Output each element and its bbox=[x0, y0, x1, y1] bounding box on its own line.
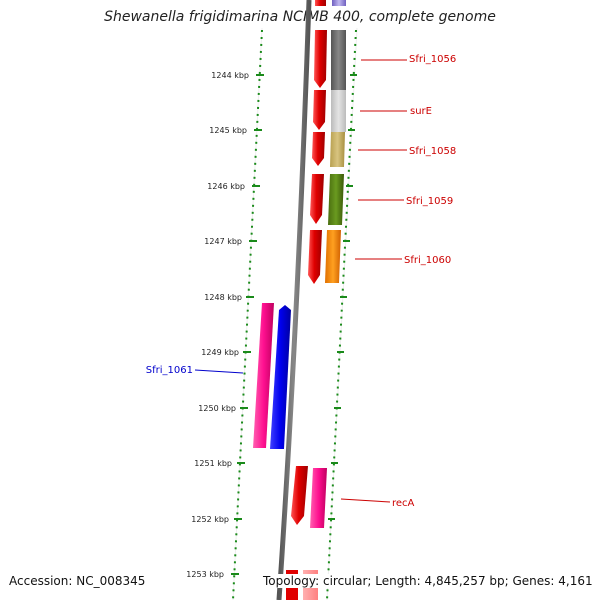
gene-sfri-1061[interactable] bbox=[270, 305, 291, 449]
kbp-label: 1245 kbp bbox=[209, 126, 247, 135]
kbp-label: 1249 kbp bbox=[201, 348, 239, 357]
label-connectors bbox=[194, 59, 407, 503]
gene-sfri-1058-cds[interactable] bbox=[312, 132, 325, 166]
label-sfri-1058[interactable]: Sfri_1058 bbox=[409, 146, 456, 157]
accession-text: Accession: NC_008345 bbox=[9, 574, 150, 588]
gene-sfri-1060[interactable] bbox=[325, 230, 341, 283]
kbp-label: 1246 kbp bbox=[207, 182, 245, 191]
gene-sfri-1058[interactable] bbox=[330, 132, 345, 167]
label-sfri-1060[interactable]: Sfri_1060 bbox=[404, 255, 451, 266]
kbp-label: 1248 kbp bbox=[204, 293, 242, 302]
gene-sfri-1059-cds[interactable] bbox=[310, 174, 324, 224]
gene-sfri-1061-cds[interactable] bbox=[253, 303, 274, 448]
gene-reca-cds[interactable] bbox=[291, 466, 308, 525]
kbp-label: 1244 kbp bbox=[211, 71, 249, 80]
gene-sure-cds[interactable] bbox=[313, 90, 326, 130]
kbp-label: 1253 kbp bbox=[186, 570, 224, 579]
topology-text: Topology: circular; Length: 4,845,257 bp… bbox=[261, 574, 593, 588]
tick-marks bbox=[231, 74, 357, 575]
kbp-label: 1247 kbp bbox=[204, 237, 242, 246]
genome-title: Shewanella frigidimarina NCIMB 400, comp… bbox=[104, 9, 496, 25]
gene-sfri-1059[interactable] bbox=[328, 174, 344, 225]
gene-sfri-1060-cds[interactable] bbox=[308, 230, 322, 284]
kbp-label: 1252 kbp bbox=[191, 515, 229, 524]
gene-labels: Sfri_1056 surE Sfri_1058 Sfri_1059 Sfri_… bbox=[146, 54, 456, 509]
label-sure[interactable]: surE bbox=[410, 106, 432, 117]
gene-sure[interactable] bbox=[331, 90, 346, 132]
gene-sfri-1056[interactable] bbox=[331, 30, 346, 90]
kbp-label: 1251 kbp bbox=[194, 459, 232, 468]
genome-backbone bbox=[276, 0, 312, 600]
cds-track bbox=[253, 0, 327, 600]
gene-reca[interactable] bbox=[310, 468, 327, 528]
kbp-labels: 1244 kbp 1245 kbp 1246 kbp 1247 kbp 1248… bbox=[186, 71, 249, 579]
label-sfri-1059[interactable]: Sfri_1059 bbox=[406, 196, 453, 207]
gene-track bbox=[270, 0, 346, 600]
gene-sfri-1056-cds[interactable] bbox=[314, 30, 327, 88]
label-sfri-1061[interactable]: Sfri_1061 bbox=[146, 365, 193, 376]
label-sfri-1056[interactable]: Sfri_1056 bbox=[409, 54, 456, 65]
label-reca[interactable]: recA bbox=[392, 498, 415, 509]
kbp-label: 1250 kbp bbox=[198, 404, 236, 413]
